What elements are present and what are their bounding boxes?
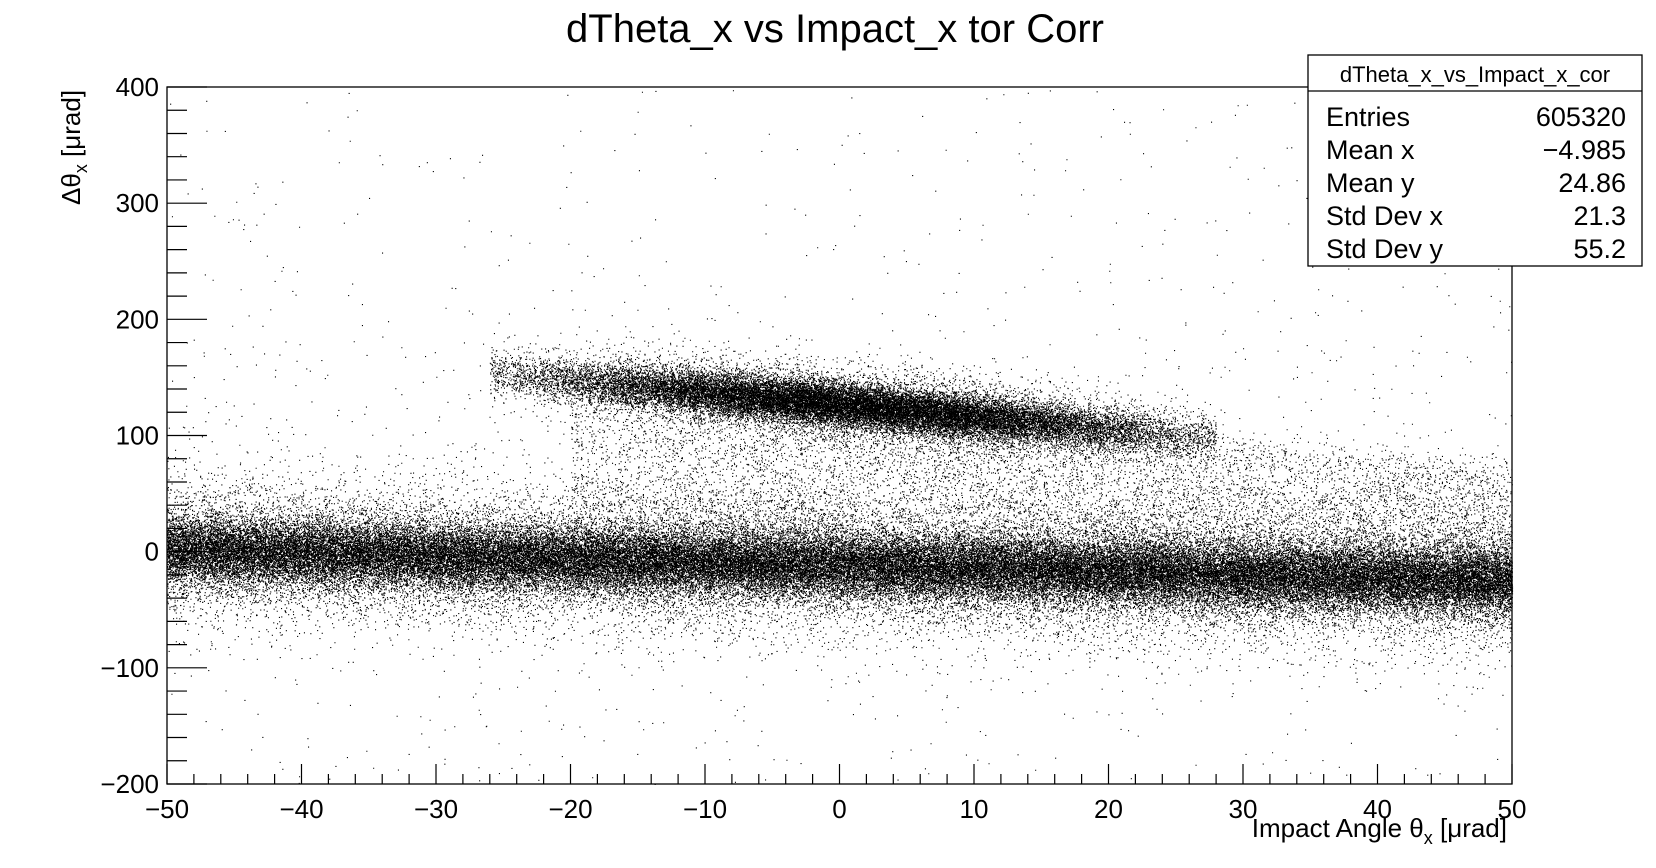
- x-tick-label: 10: [960, 794, 989, 824]
- x-tick-label: −10: [683, 794, 727, 824]
- x-tick-label: 40: [1363, 794, 1392, 824]
- x-axis-label: Impact Angle θx [μrad]: [1252, 813, 1507, 848]
- stats-row-label: Std Dev x: [1326, 201, 1444, 231]
- y-axis-label: Δθx [μrad]: [56, 90, 91, 205]
- x-tick-label: −30: [414, 794, 458, 824]
- y-axis-label-unit: [μrad]: [56, 90, 86, 164]
- x-tick-label: 20: [1094, 794, 1123, 824]
- stats-row-label: Mean x: [1326, 135, 1415, 165]
- x-tick-label: 50: [1498, 794, 1527, 824]
- y-tick-label: −100: [100, 653, 159, 683]
- stats-row-value: 55.2: [1573, 234, 1626, 264]
- stats-row-label: Entries: [1326, 102, 1410, 132]
- stats-row-label: Std Dev y: [1326, 234, 1444, 264]
- x-tick-label: −50: [145, 794, 189, 824]
- x-axis-label-unit: [μrad]: [1433, 813, 1507, 843]
- stats-box-name: dTheta_x_vs_Impact_x_cor: [1340, 62, 1610, 87]
- x-axis-tick-labels: −50 −40 −30 −20 −10 0 10 20 30 40 50: [145, 794, 1527, 824]
- x-axis-ticks: [166, 764, 1513, 784]
- x-axis-label-main: Impact Angle θ: [1252, 813, 1424, 843]
- x-tick-label: 0: [832, 794, 846, 824]
- stats-row-value: 605320: [1536, 102, 1626, 132]
- y-tick-label: 300: [116, 188, 159, 218]
- x-tick-label: −20: [548, 794, 592, 824]
- y-tick-label: −200: [100, 769, 159, 799]
- stats-box-rows: Entries 605320 Mean x −4.985 Mean y 24.86 Std …: [1326, 102, 1626, 264]
- stats-box: dTheta_x_vs_Impact_x_cor Entries 605320 Me…: [1307, 54, 1643, 267]
- stats-row-value: 24.86: [1558, 168, 1626, 198]
- scatter-point-cloud: [167, 90, 1514, 785]
- y-tick-label: 100: [116, 421, 159, 451]
- x-tick-label: −40: [279, 794, 323, 824]
- y-axis-label-subscript: x: [71, 164, 91, 173]
- stats-row-value: −4.985: [1543, 135, 1626, 165]
- y-axis-tick-labels: −200 −100 0 100 200 300 400: [100, 72, 159, 799]
- y-tick-label: 200: [116, 304, 159, 334]
- scatter-points: [167, 90, 1514, 785]
- x-axis-label-subscript: x: [1424, 828, 1433, 848]
- stats-box-frame: [1307, 54, 1643, 267]
- chart-title: dTheta_x vs Impact_x tor Corr: [566, 7, 1104, 51]
- stats-row-label: Mean y: [1326, 168, 1415, 198]
- x-tick-label: 30: [1229, 794, 1258, 824]
- y-tick-label: 0: [145, 537, 159, 567]
- y-tick-label: 400: [116, 72, 159, 102]
- y-axis-ticks: [167, 86, 207, 785]
- y-axis-label-main: Δθ: [56, 173, 86, 205]
- stats-row-value: 21.3: [1573, 201, 1626, 231]
